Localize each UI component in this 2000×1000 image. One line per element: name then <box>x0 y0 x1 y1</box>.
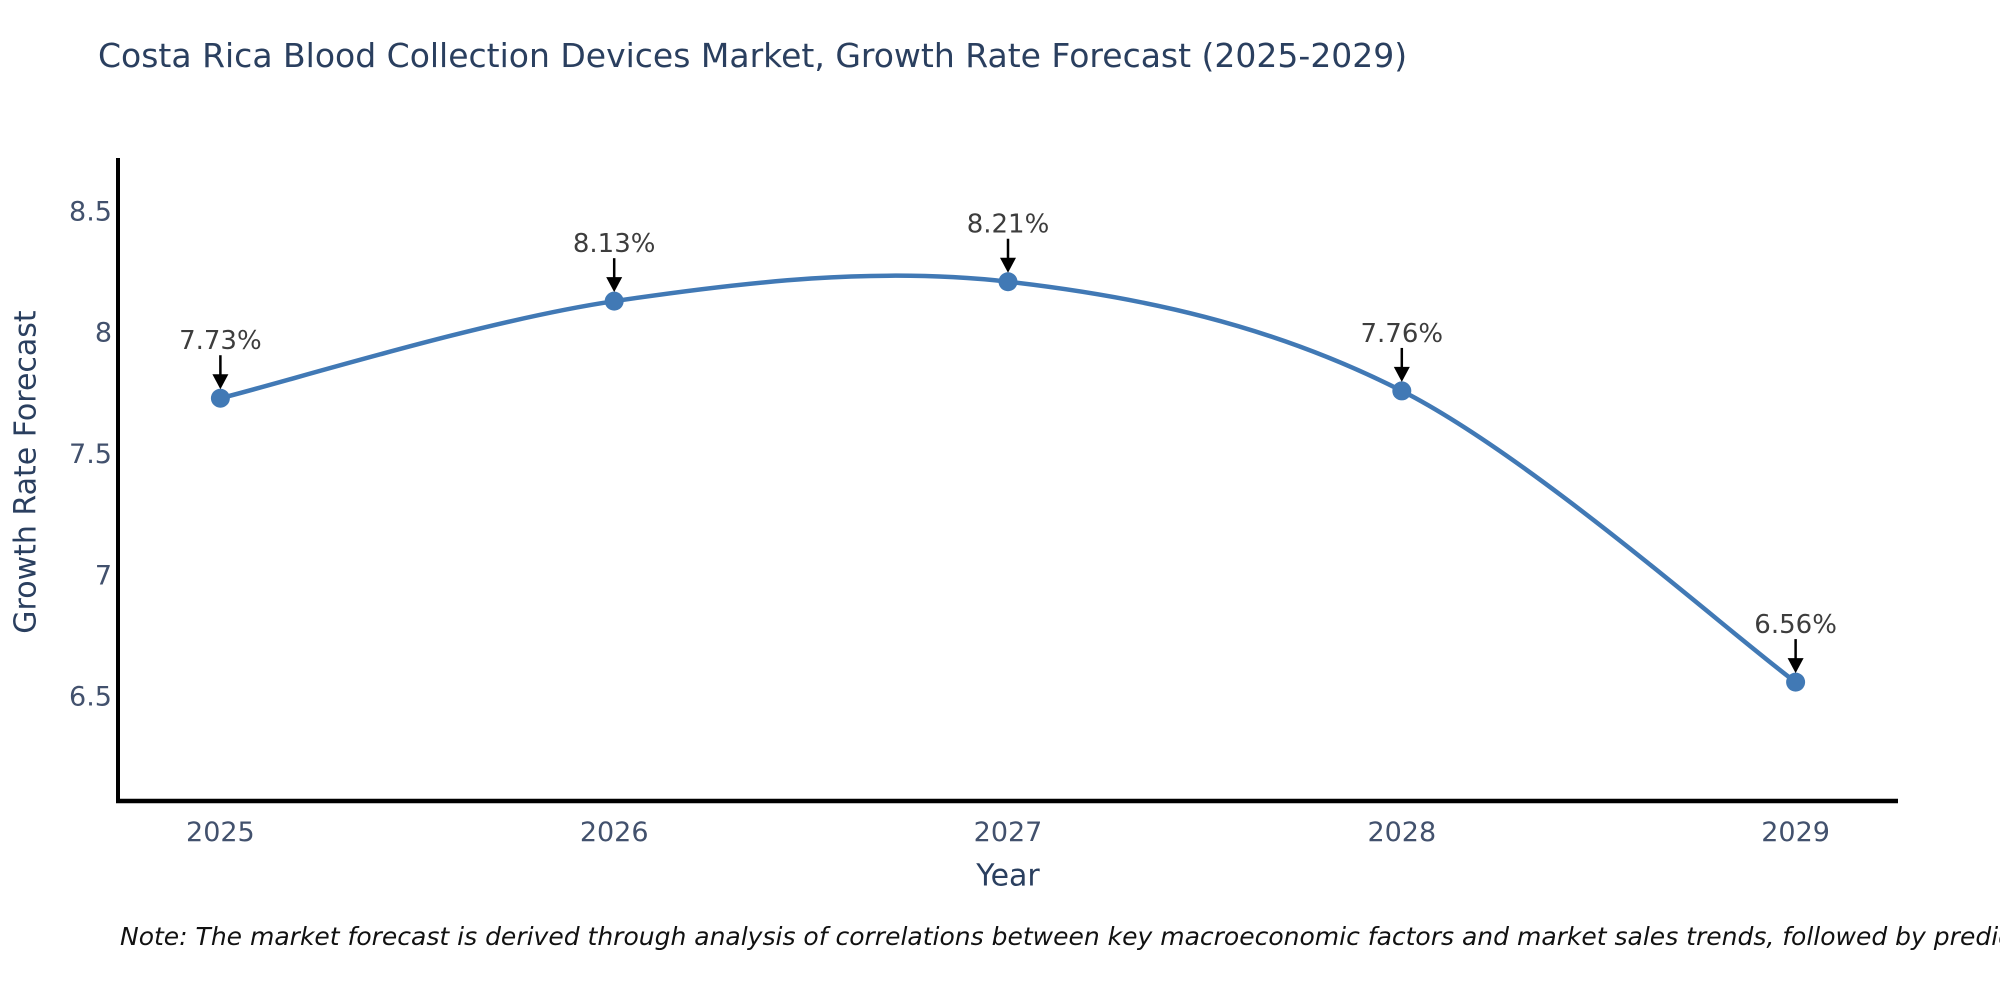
y-tick-label: 6.5 <box>69 682 112 713</box>
footnote: Note: The market forecast is derived thr… <box>120 922 2000 951</box>
y-tick-label: 7 <box>95 560 112 591</box>
data-point-label: 8.13% <box>573 229 656 259</box>
x-tick-label: 2026 <box>580 817 649 848</box>
data-point-marker <box>1786 672 1806 692</box>
chart-title: Costa Rica Blood Collection Devices Mark… <box>98 36 1408 75</box>
x-tick-label: 2029 <box>1761 817 1830 848</box>
annotation-arrowhead-icon <box>212 374 229 390</box>
annotation-arrowhead-icon <box>606 277 623 293</box>
y-tick-label: 7.5 <box>69 439 112 470</box>
y-tick-label: 8.5 <box>69 196 112 227</box>
y-tick-label: 8 <box>95 318 112 349</box>
data-point-label: 8.21% <box>967 210 1050 240</box>
forecast-line <box>218 273 1798 685</box>
data-point-label: 7.73% <box>179 326 262 356</box>
x-tick-label: 2028 <box>1367 817 1436 848</box>
data-point-marker <box>1392 381 1412 401</box>
annotation-arrowhead-icon <box>1787 658 1804 674</box>
x-axis-title: Year <box>976 858 1040 894</box>
data-point-marker <box>998 272 1018 292</box>
data-point-marker <box>604 291 624 311</box>
x-tick-label: 2027 <box>974 817 1043 848</box>
data-point-label: 6.56% <box>1754 610 1837 640</box>
annotation-arrowhead-icon <box>1393 366 1410 382</box>
annotation-arrowhead-icon <box>1000 257 1016 273</box>
y-axis-title: Growth Rate Forecast <box>8 310 44 634</box>
x-tick-label: 2025 <box>186 817 255 848</box>
data-point-label: 7.76% <box>1361 319 1444 349</box>
data-point-marker <box>210 388 230 408</box>
